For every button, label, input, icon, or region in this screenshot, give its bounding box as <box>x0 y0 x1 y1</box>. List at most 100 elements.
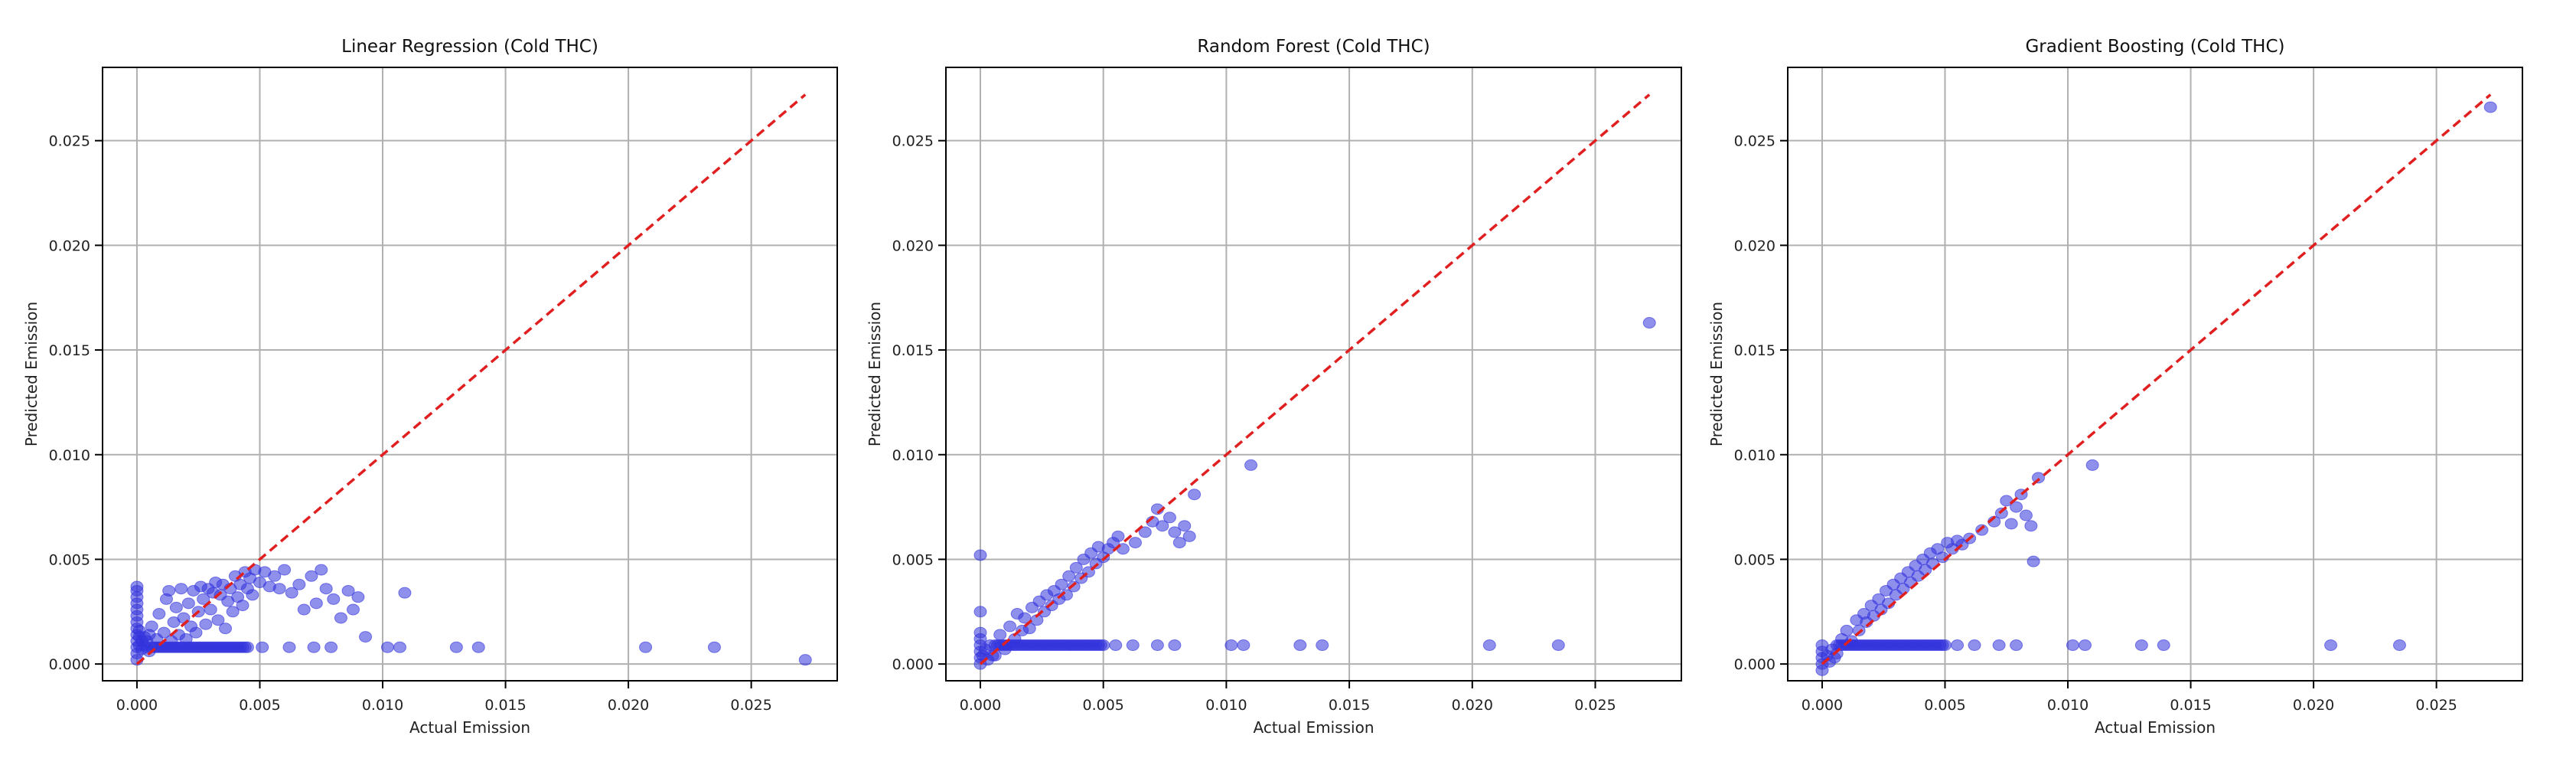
y-axis-label: Predicted Emission <box>1707 302 1726 446</box>
data-point <box>1069 561 1083 574</box>
data-point <box>998 643 1012 655</box>
data-point <box>1172 537 1186 549</box>
data-point <box>341 584 355 597</box>
data-point <box>1844 635 1858 647</box>
data-point <box>346 603 360 616</box>
data-point <box>1156 520 1169 532</box>
data-point <box>272 583 286 595</box>
axes-frame <box>945 67 1682 682</box>
x-tick-label: 0.015 <box>1329 697 1370 714</box>
data-point <box>1003 620 1017 633</box>
data-point <box>351 591 365 603</box>
y-tick-label: 0.015 <box>1734 342 1775 359</box>
data-point <box>1188 489 1202 501</box>
subplot-linear-regression: 0.000 0.005 0.010 0.015 0.020 0.025 0.0000.00… <box>22 37 838 737</box>
x-tick-label: 0.025 <box>1574 697 1616 714</box>
data-point <box>174 583 188 595</box>
data-point <box>639 641 653 653</box>
data-point <box>1055 578 1068 590</box>
x-tick-label: 0.025 <box>730 697 771 714</box>
data-point <box>471 641 485 653</box>
data-point <box>1840 624 1854 636</box>
data-point <box>278 564 292 576</box>
data-point <box>1938 639 1952 652</box>
subplot-gradient-boosting: 0.000 0.005 0.010 0.015 0.020 0.025 0.000 0.00… <box>1707 37 2523 737</box>
data-point <box>246 589 259 601</box>
data-point <box>256 641 269 653</box>
data-point <box>1138 526 1152 538</box>
y-axis-ticks: 0.000 0.005 0.010 0.015 0.020 0.025 <box>49 133 103 673</box>
x-axis-ticks: 0.000 0.005 0.010 0.015 0.020 0.025 <box>1802 681 2457 714</box>
data-point <box>398 587 412 599</box>
x-tick-label: 0.010 <box>362 697 403 714</box>
data-point <box>319 583 333 595</box>
data-point <box>169 601 183 613</box>
data-point <box>380 641 394 653</box>
data-point <box>1018 612 1032 624</box>
y-tick-label: 0.000 <box>892 656 934 673</box>
data-point <box>282 641 296 653</box>
data-point <box>292 578 306 590</box>
data-point <box>1237 639 1251 652</box>
ideal-fit-line <box>1821 93 2492 665</box>
x-axis-label: Actual Emission <box>1254 718 1374 737</box>
data-point <box>707 641 721 653</box>
ideal-fit-line <box>979 93 1651 665</box>
data-point <box>297 603 311 616</box>
data-point <box>130 580 144 593</box>
y-tick-label: 0.020 <box>49 237 90 254</box>
data-point <box>1968 639 1981 652</box>
y-tick-label: 0.005 <box>1734 551 1775 568</box>
data-point <box>240 641 254 653</box>
data-point <box>204 603 217 616</box>
grid <box>1788 67 2522 681</box>
data-point <box>1062 570 1076 582</box>
ideal-fit-line <box>135 93 807 665</box>
data-point <box>189 626 203 639</box>
y-axis-label: Predicted Emission <box>866 302 884 446</box>
data-point <box>2483 101 2497 113</box>
x-tick-label: 0.000 <box>1802 697 1843 714</box>
data-point <box>1244 459 1258 471</box>
data-point <box>993 629 1007 641</box>
data-point <box>2324 639 2338 652</box>
x-tick-label: 0.020 <box>2293 697 2334 714</box>
data-point <box>1097 639 1110 652</box>
x-tick-label: 0.005 <box>1924 697 1965 714</box>
data-point <box>1111 530 1125 542</box>
x-tick-label: 0.015 <box>484 697 526 714</box>
chart-title: Gradient Boosting (Cold THC) <box>2025 37 2284 57</box>
data-point <box>145 620 158 633</box>
data-point <box>1178 520 1192 532</box>
data-point <box>973 549 987 561</box>
data-point <box>1168 526 1182 538</box>
data-point <box>1642 317 1656 329</box>
x-tick-label: 0.000 <box>116 697 158 714</box>
chart-title: Random Forest (Cold THC) <box>1197 37 1430 57</box>
data-point <box>1830 647 1844 659</box>
x-tick-label: 0.005 <box>239 697 280 714</box>
y-axis-ticks: 0.000 0.005 0.010 0.015 0.020 0.025 <box>1734 133 1788 673</box>
y-axis-ticks: 0.000 0.005 0.010 0.015 0.020 0.025 <box>892 133 946 673</box>
data-point <box>2085 459 2099 471</box>
data-point <box>393 641 406 653</box>
data-point <box>219 623 233 635</box>
y-tick-label: 0.005 <box>892 551 934 568</box>
data-point <box>973 606 987 618</box>
data-point <box>226 606 240 618</box>
x-tick-label: 0.005 <box>1082 697 1123 714</box>
data-point <box>327 593 341 605</box>
data-point <box>798 654 812 666</box>
data-point <box>1852 624 1866 636</box>
data-point <box>2157 639 2170 652</box>
data-point <box>973 626 987 639</box>
y-tick-label: 0.025 <box>1734 133 1775 150</box>
y-tick-label: 0.010 <box>892 447 934 464</box>
y-tick-label: 0.000 <box>49 656 90 673</box>
y-tick-label: 0.010 <box>49 447 90 464</box>
scatter-points <box>130 564 812 666</box>
data-point <box>2134 639 2148 652</box>
data-point <box>324 641 338 653</box>
data-point <box>152 608 166 620</box>
data-point <box>1293 639 1307 652</box>
